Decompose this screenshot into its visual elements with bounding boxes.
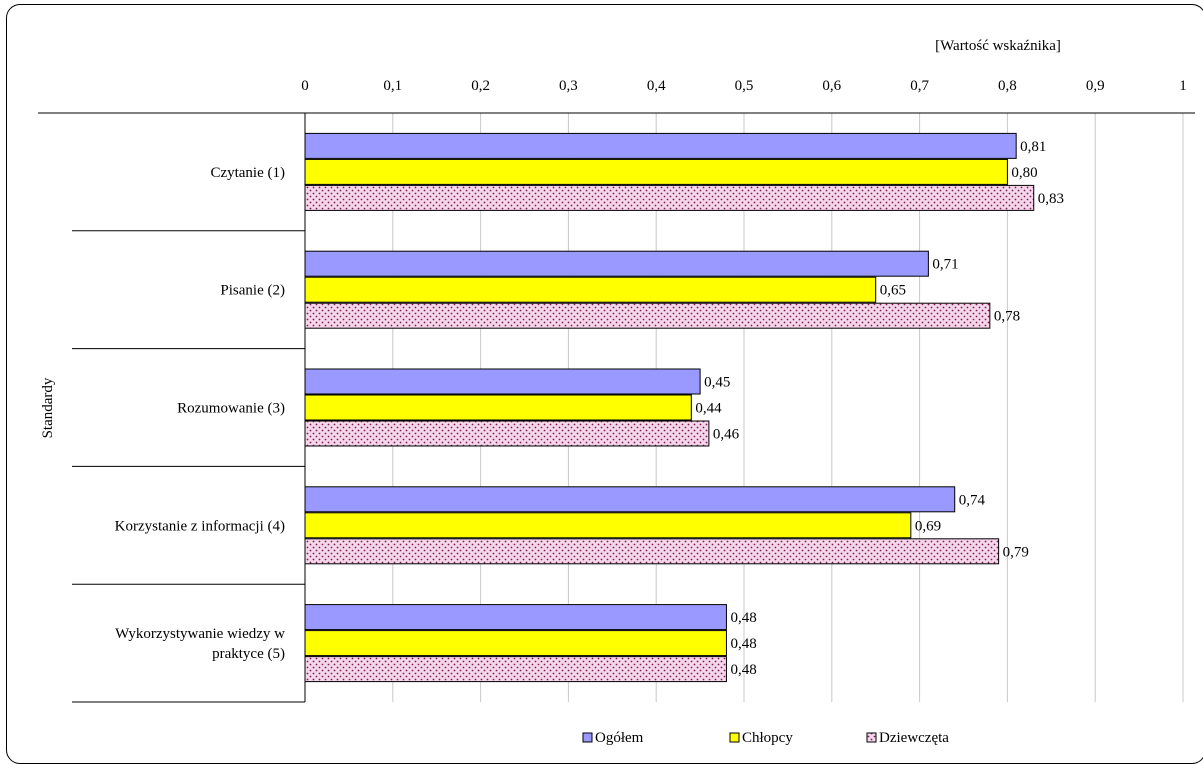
bar bbox=[304, 132, 1017, 159]
x-tick-label: 0,1 bbox=[383, 78, 402, 94]
data-label: 0,65 bbox=[880, 283, 906, 299]
x-tick-label: 0,2 bbox=[471, 78, 490, 94]
bars bbox=[304, 132, 1035, 683]
x-tick-label: 0,3 bbox=[559, 78, 578, 94]
category-label: Czytanie (1) bbox=[210, 165, 285, 181]
category-label: praktyce (5) bbox=[212, 646, 285, 662]
bar bbox=[304, 302, 991, 329]
bar bbox=[304, 630, 727, 657]
x-tick-label: 0,5 bbox=[735, 78, 754, 94]
category-label: Rozumowanie (3) bbox=[177, 401, 285, 417]
bar bbox=[304, 250, 929, 277]
data-label: 0,71 bbox=[932, 257, 958, 273]
category-label: Wykorzystywanie wiedzy w bbox=[115, 626, 285, 642]
category-label: Pisanie (2) bbox=[220, 283, 285, 299]
data-label: 0,69 bbox=[915, 518, 941, 534]
data-label: 0,48 bbox=[730, 662, 756, 678]
legend-swatch bbox=[582, 732, 593, 743]
x-axis-title: [Wartość wskaźnika] bbox=[935, 38, 1061, 54]
bar bbox=[304, 656, 727, 683]
x-tick-label: 0,8 bbox=[998, 78, 1017, 94]
data-label: 0,46 bbox=[713, 427, 740, 443]
legend-label: Ogółem bbox=[595, 730, 644, 746]
x-tick-label: 0,9 bbox=[1086, 78, 1105, 94]
x-tick-label: 0,6 bbox=[822, 78, 841, 94]
x-tick-label: 0 bbox=[301, 78, 309, 94]
bar bbox=[304, 158, 1008, 185]
legend-label: Chłopcy bbox=[742, 730, 793, 746]
x-tick-label: 0,4 bbox=[647, 78, 666, 94]
data-labels: 0,81 0,800,83 0,71 0,65 0,78 0,45 0,44 0,46 0,74… bbox=[695, 139, 1064, 678]
bar bbox=[304, 368, 701, 395]
bar bbox=[304, 394, 692, 421]
legend-swatch bbox=[866, 732, 877, 743]
data-label: 0,44 bbox=[695, 401, 722, 417]
legend-swatch bbox=[729, 732, 740, 743]
legend-label: Dziewczęta bbox=[879, 730, 949, 746]
data-label: 0,74 bbox=[959, 492, 986, 508]
bar bbox=[304, 486, 956, 513]
x-tick-label: 0,7 bbox=[910, 78, 929, 94]
data-label: 0,48 bbox=[730, 610, 756, 626]
data-label: 0,48 bbox=[730, 636, 756, 652]
bar bbox=[304, 512, 912, 539]
data-label: 0,45 bbox=[704, 375, 730, 391]
data-label: 0,78 bbox=[994, 309, 1020, 325]
data-label: 0,80 bbox=[1011, 165, 1037, 181]
bar bbox=[304, 538, 1000, 565]
data-label: 0,79 bbox=[1003, 544, 1029, 560]
x-tick-label: 1 bbox=[1179, 78, 1187, 94]
axes: 0 0,1 0,2 0,3 0,4 0,5 0,6 0,7 0,8 0,9 1 Czytanie (1… bbox=[38, 78, 1195, 703]
data-label: 0,83 bbox=[1038, 191, 1064, 207]
y-axis-title: Standardy bbox=[40, 377, 56, 438]
bar bbox=[304, 184, 1035, 211]
bar bbox=[304, 420, 710, 447]
legend: Ogółem Chłopcy Dziewczęta bbox=[582, 730, 949, 746]
bar bbox=[304, 276, 877, 303]
bar bbox=[304, 604, 727, 631]
category-label: Korzystanie z informacji (4) bbox=[115, 518, 285, 534]
data-label: 0,81 bbox=[1020, 139, 1046, 155]
